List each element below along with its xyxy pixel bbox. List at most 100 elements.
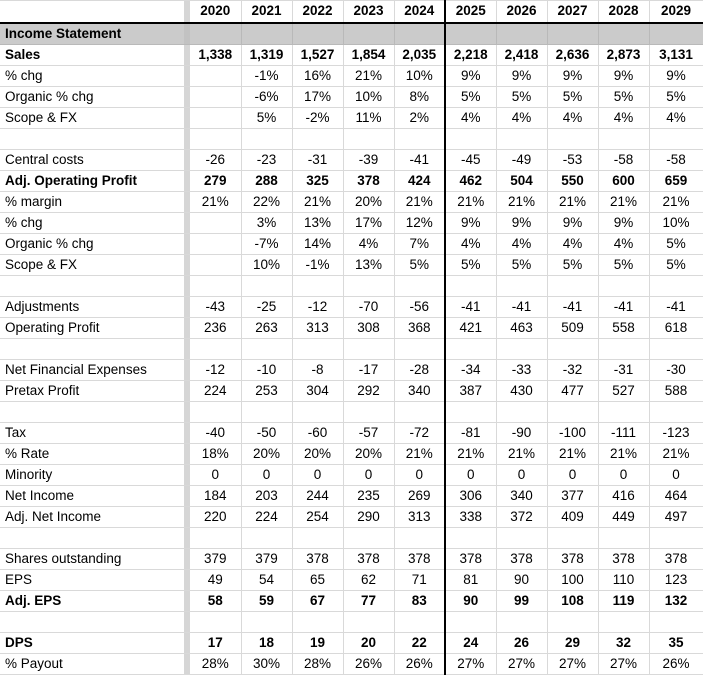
- cell-value[interactable]: [444, 401, 497, 423]
- cell-value[interactable]: 9%: [444, 212, 497, 234]
- cell-value[interactable]: 184: [190, 485, 242, 507]
- cell-value[interactable]: 313: [292, 317, 344, 339]
- cell-value[interactable]: 378: [292, 548, 344, 570]
- cell-value[interactable]: -8: [292, 359, 344, 381]
- cell-value[interactable]: 253: [241, 380, 293, 402]
- cell-value[interactable]: 2,636: [547, 44, 599, 66]
- cell-value[interactable]: [547, 128, 599, 150]
- cell-value[interactable]: [496, 527, 548, 549]
- row-label[interactable]: % Rate: [0, 443, 184, 465]
- cell-value[interactable]: 235: [343, 485, 395, 507]
- cell-value[interactable]: 24: [444, 632, 497, 654]
- cell-value[interactable]: [649, 128, 703, 150]
- cell-value[interactable]: 100: [547, 569, 599, 591]
- cell-value[interactable]: [343, 611, 395, 633]
- cell-value[interactable]: [292, 611, 344, 633]
- row-label[interactable]: Scope & FX: [0, 107, 184, 129]
- cell-value[interactable]: 9%: [649, 65, 703, 87]
- cell-value[interactable]: 497: [649, 506, 703, 528]
- cell-value[interactable]: 108: [547, 590, 599, 612]
- cell-value[interactable]: -33: [496, 359, 548, 381]
- cell-value[interactable]: [394, 338, 446, 360]
- cell-value[interactable]: 81: [444, 569, 497, 591]
- cell-value[interactable]: [598, 527, 650, 549]
- row-label[interactable]: Operating Profit: [0, 317, 184, 339]
- cell-value[interactable]: 5%: [547, 86, 599, 108]
- row-label[interactable]: Net Income: [0, 485, 184, 507]
- cell-value[interactable]: 1,338: [190, 44, 242, 66]
- cell-value[interactable]: 5%: [649, 233, 703, 255]
- cell-value[interactable]: 29: [547, 632, 599, 654]
- cell-value[interactable]: -1%: [292, 254, 344, 276]
- section-title[interactable]: Income Statement: [0, 22, 184, 45]
- cell-value[interactable]: 119: [598, 590, 650, 612]
- cell-value[interactable]: 10%: [343, 86, 395, 108]
- cell-value[interactable]: 26: [496, 632, 548, 654]
- cell-value[interactable]: 110: [598, 569, 650, 591]
- cell-value[interactable]: 5%: [241, 107, 293, 129]
- cell-value[interactable]: 4%: [444, 107, 497, 129]
- cell-value[interactable]: -17: [343, 359, 395, 381]
- cell-value[interactable]: 387: [444, 380, 497, 402]
- cell-value[interactable]: -41: [394, 149, 446, 171]
- cell-value[interactable]: 2,418: [496, 44, 548, 66]
- cell-value[interactable]: [547, 22, 599, 45]
- cell-value[interactable]: 618: [649, 317, 703, 339]
- cell-value[interactable]: [496, 338, 548, 360]
- corner-cell[interactable]: [0, 0, 184, 24]
- cell-value[interactable]: 21%: [444, 191, 497, 213]
- cell-value[interactable]: 527: [598, 380, 650, 402]
- cell-value[interactable]: 378: [444, 548, 497, 570]
- cell-value[interactable]: 26%: [394, 653, 446, 675]
- cell-value[interactable]: [496, 128, 548, 150]
- cell-value[interactable]: [444, 275, 497, 297]
- cell-value[interactable]: 30%: [241, 653, 293, 675]
- cell-value[interactable]: 0: [444, 464, 497, 486]
- cell-value[interactable]: 62: [343, 569, 395, 591]
- cell-value[interactable]: 9%: [496, 212, 548, 234]
- cell-value[interactable]: 325: [292, 170, 344, 192]
- cell-value[interactable]: [190, 275, 242, 297]
- cell-value[interactable]: 27%: [547, 653, 599, 675]
- cell-value[interactable]: 509: [547, 317, 599, 339]
- cell-value[interactable]: 18%: [190, 443, 242, 465]
- cell-value[interactable]: 224: [190, 380, 242, 402]
- cell-value[interactable]: 5%: [444, 254, 497, 276]
- cell-value[interactable]: 236: [190, 317, 242, 339]
- cell-value[interactable]: 19: [292, 632, 344, 654]
- cell-value[interactable]: [394, 275, 446, 297]
- year-header-2025[interactable]: 2025: [444, 0, 497, 24]
- cell-value[interactable]: 12%: [394, 212, 446, 234]
- cell-value[interactable]: 21%: [496, 191, 548, 213]
- cell-value[interactable]: 26%: [649, 653, 703, 675]
- cell-value[interactable]: 21%: [649, 443, 703, 465]
- cell-value[interactable]: -123: [649, 422, 703, 444]
- cell-value[interactable]: 377: [547, 485, 599, 507]
- cell-value[interactable]: 21%: [598, 191, 650, 213]
- cell-value[interactable]: 49: [190, 569, 242, 591]
- cell-value[interactable]: [598, 401, 650, 423]
- cell-value[interactable]: 372: [496, 506, 548, 528]
- cell-value[interactable]: -50: [241, 422, 293, 444]
- cell-value[interactable]: -45: [444, 149, 497, 171]
- cell-value[interactable]: -58: [649, 149, 703, 171]
- cell-value[interactable]: -70: [343, 296, 395, 318]
- cell-value[interactable]: 462: [444, 170, 497, 192]
- cell-value[interactable]: 308: [343, 317, 395, 339]
- row-label[interactable]: DPS: [0, 632, 184, 654]
- cell-value[interactable]: -100: [547, 422, 599, 444]
- cell-value[interactable]: [649, 611, 703, 633]
- cell-value[interactable]: 27%: [598, 653, 650, 675]
- cell-value[interactable]: -81: [444, 422, 497, 444]
- cell-value[interactable]: 338: [444, 506, 497, 528]
- cell-value[interactable]: [444, 128, 497, 150]
- cell-value[interactable]: 378: [394, 548, 446, 570]
- cell-value[interactable]: 21%: [547, 191, 599, 213]
- cell-value[interactable]: [444, 611, 497, 633]
- cell-value[interactable]: 269: [394, 485, 446, 507]
- cell-value[interactable]: -58: [598, 149, 650, 171]
- cell-value[interactable]: [241, 527, 293, 549]
- cell-value[interactable]: 4%: [444, 233, 497, 255]
- year-header-2026[interactable]: 2026: [496, 0, 548, 24]
- cell-value[interactable]: [190, 86, 242, 108]
